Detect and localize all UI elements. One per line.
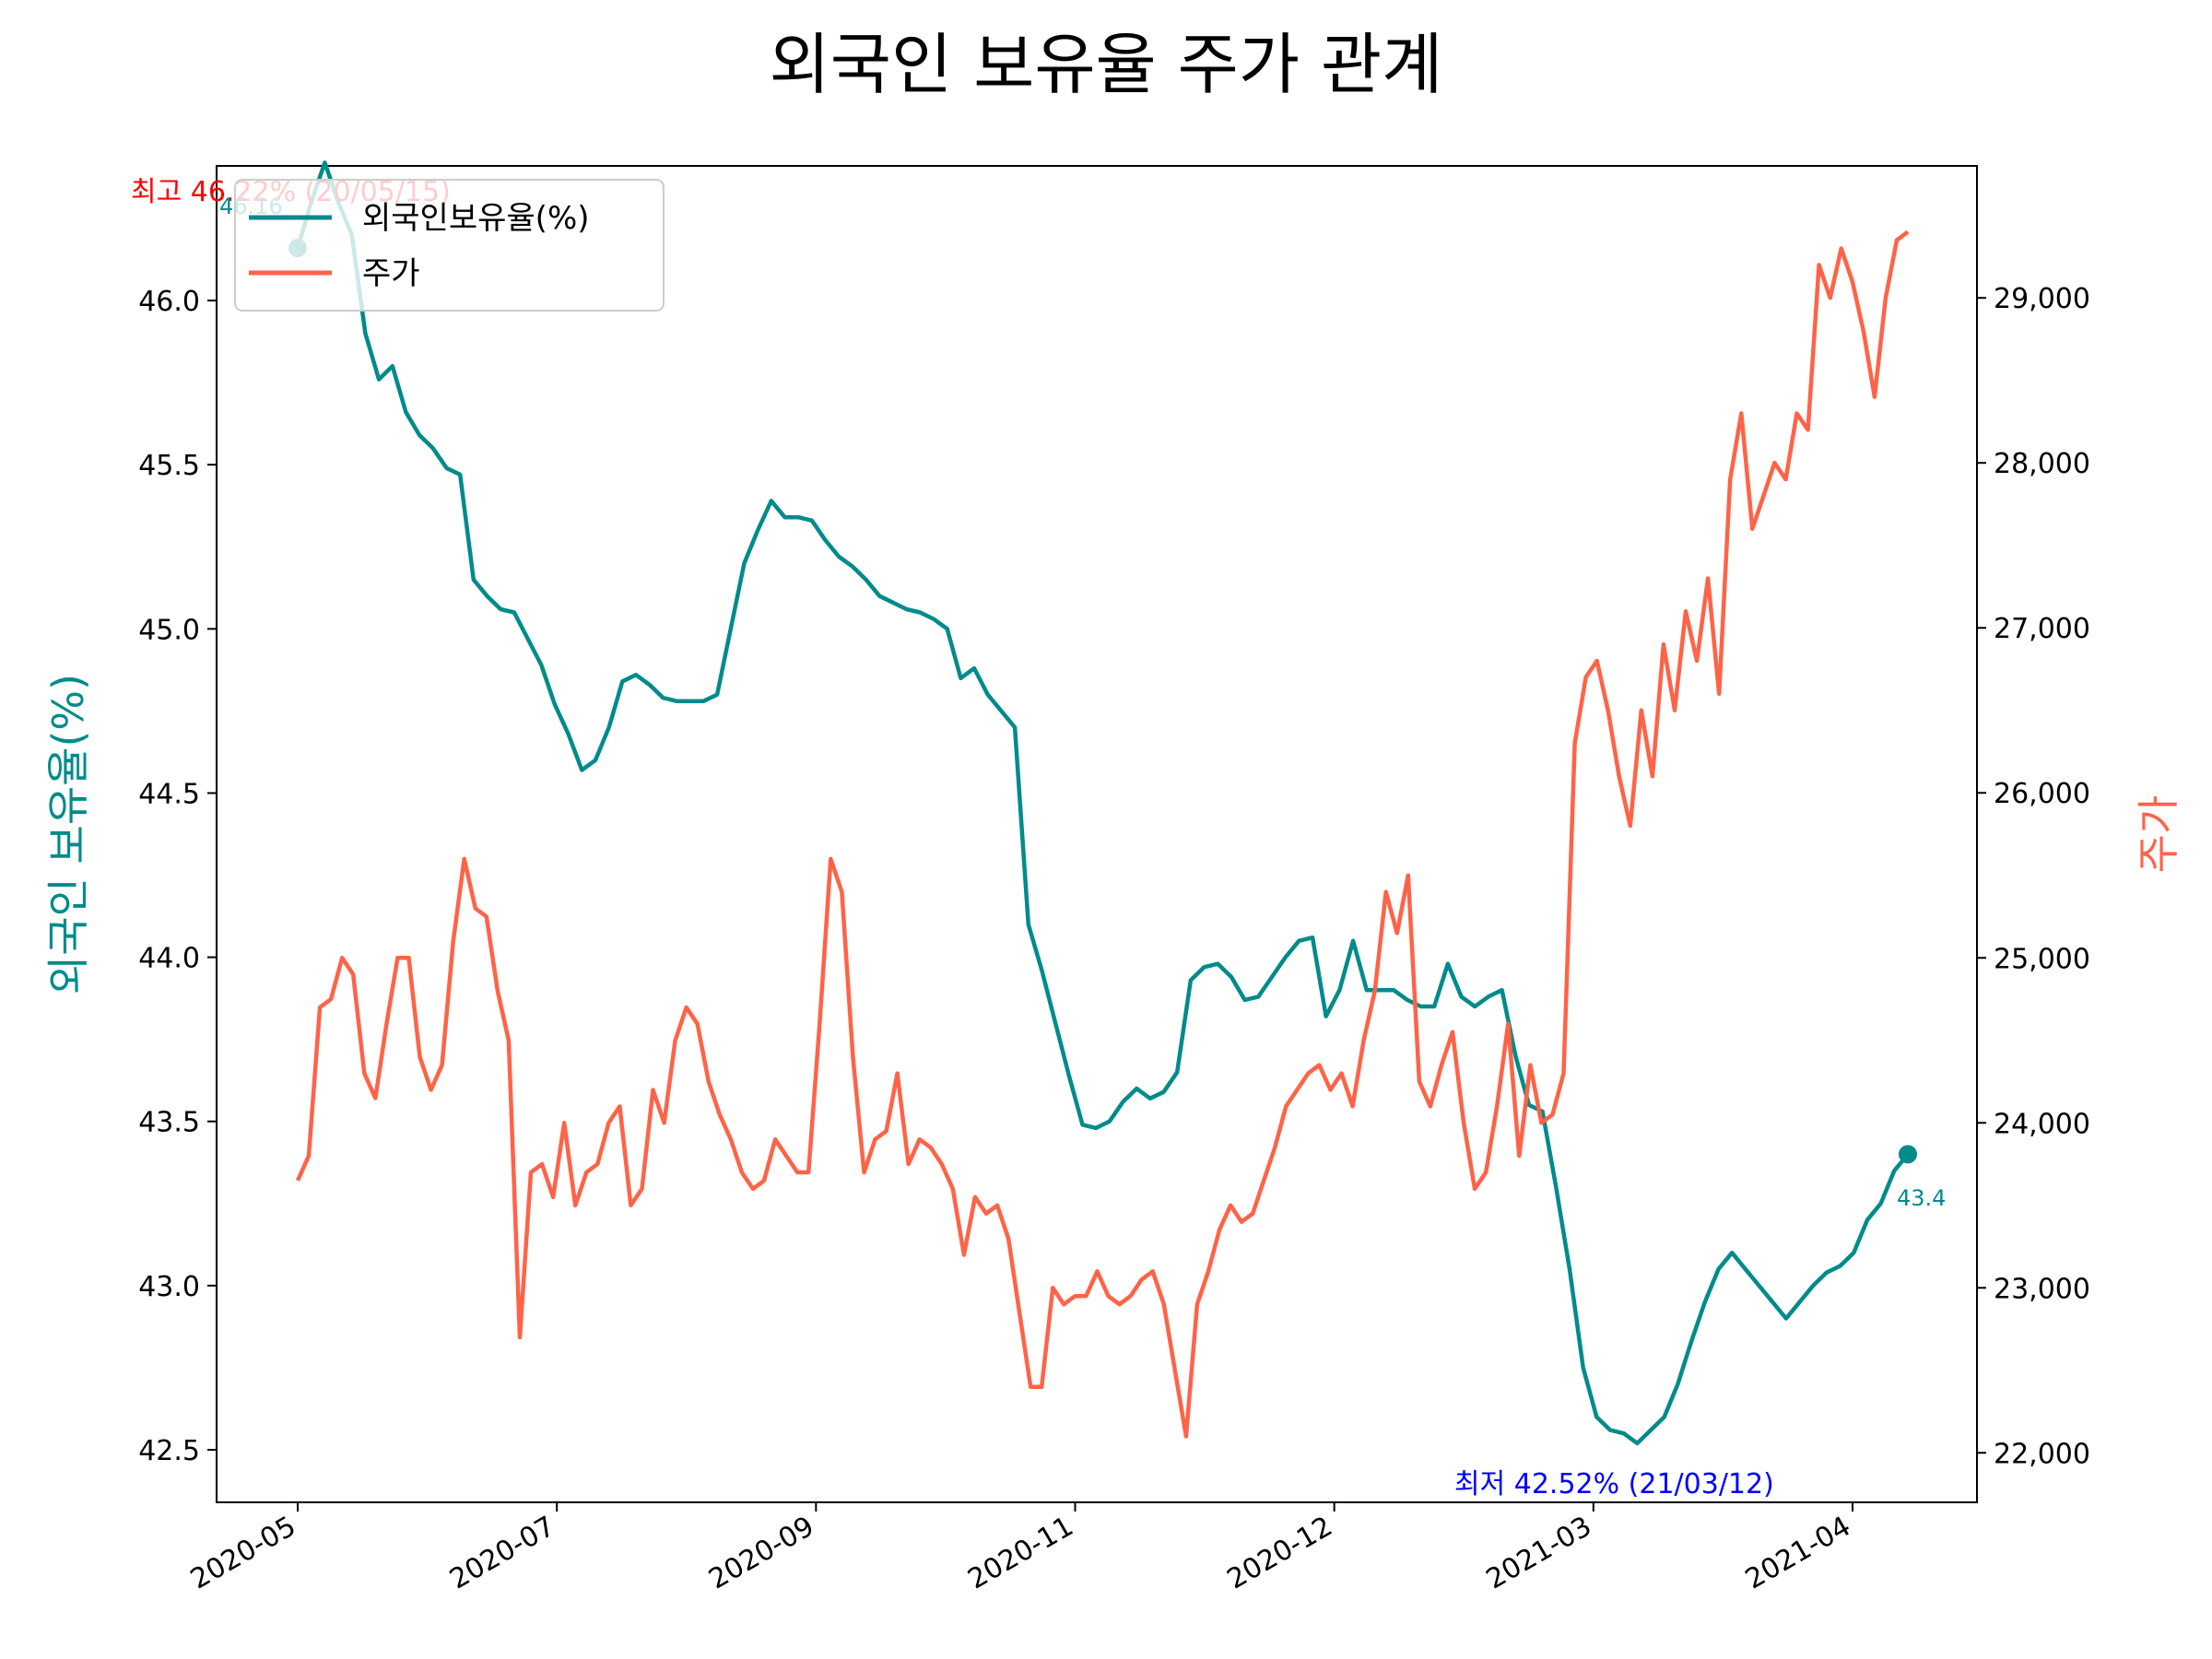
left-y-tick-label: 43.5 — [138, 1107, 200, 1139]
left-y-axis: 42.5 43.0 43.5 44.0 44.5 45.0 45.5 46.0 — [138, 286, 217, 1467]
min-annotation: 최저 42.52% (21/03/12) — [1454, 1468, 1774, 1500]
left-y-axis-label: 외국인 보유율(%) — [43, 674, 93, 994]
right-y-tick-label: 23,000 — [1994, 1273, 2090, 1305]
legend-box — [234, 179, 665, 312]
plot-frame — [216, 165, 1978, 1503]
right-y-tick-label: 24,000 — [1994, 1108, 2090, 1140]
left-y-tick-label: 44.5 — [138, 778, 200, 810]
right-y-tick-label: 28,000 — [1994, 448, 2090, 480]
left-y-tick-label: 46.0 — [138, 286, 200, 318]
left-y-tick-label: 45.5 — [138, 450, 200, 482]
ownership-series-line — [295, 160, 1910, 1446]
right-y-tick-label: 29,000 — [1994, 283, 2090, 315]
price-series-line — [295, 229, 1910, 1439]
legend: 외국인보유율(%) 주가 — [234, 179, 665, 312]
right-y-tick-label: 26,000 — [1994, 778, 2090, 810]
end-marker — [1899, 1145, 1917, 1164]
right-y-tick-label: 27,000 — [1994, 613, 2090, 645]
left-y-tick-label: 44.0 — [138, 943, 200, 975]
left-y-tick-label: 43.0 — [138, 1271, 200, 1303]
left-y-tick-label: 42.5 — [138, 1435, 200, 1467]
right-y-axis-label: 주가 — [2134, 795, 2183, 874]
right-y-tick-label: 22,000 — [1994, 1438, 2090, 1470]
left-y-tick-label: 45.0 — [138, 614, 200, 646]
end-value-label: 43.4 — [1897, 1185, 1946, 1211]
right-y-axis: 22,000 23,000 24,000 25,000 26,000 27,000 28,0… — [1977, 283, 2090, 1470]
chart-title: 외국인 보유율 주가 관계 — [769, 26, 1442, 103]
right-y-tick-label: 25,000 — [1994, 943, 2090, 975]
legend-label-price: 주가 — [362, 255, 420, 292]
legend-label-ownership: 외국인보유율(%) — [362, 200, 590, 237]
